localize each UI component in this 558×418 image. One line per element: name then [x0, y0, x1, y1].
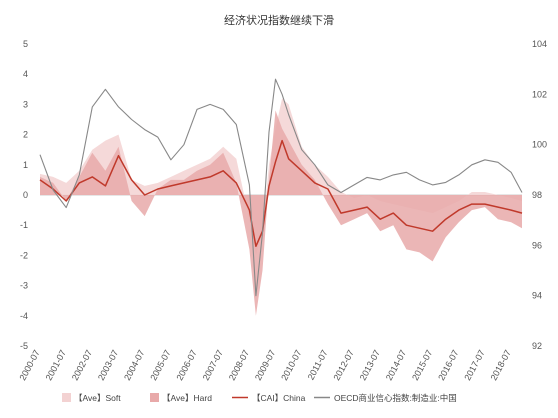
- x-tick-label: 2016-07: [436, 348, 460, 382]
- x-tick-label: 2009-07: [253, 348, 277, 382]
- y-left-tick-label: 4: [23, 69, 28, 79]
- x-tick-label: 2013-07: [358, 348, 382, 382]
- x-tick-label: 2014-07: [384, 348, 408, 382]
- y-left-tick-label: -1: [20, 220, 28, 230]
- x-tick-label: 2010-07: [279, 348, 303, 382]
- x-tick-label: 2003-07: [96, 348, 120, 382]
- y-right-tick-label: 96: [532, 240, 542, 250]
- y-axis-right: 104 102 100 98 96 94 92: [532, 39, 547, 351]
- series-line: [39, 78, 523, 297]
- chart-title: 经济状况指数继续下滑: [224, 13, 334, 27]
- y-left-tick-label: -5: [20, 341, 28, 351]
- x-tick-label: 2007-07: [201, 348, 225, 382]
- y-left-tick-label: 1: [23, 160, 28, 170]
- x-tick-label: 2000-07: [17, 348, 41, 382]
- legend-label: 【Ave】Hard: [162, 393, 212, 403]
- legend-swatch: [62, 393, 71, 402]
- x-axis: 2000-07 2001-07 2002-07 2003-07 2004-07 2005-…: [17, 348, 512, 382]
- legend-swatch: [150, 393, 159, 402]
- legend-label: 【CAI】China: [252, 393, 306, 403]
- x-tick-label: 2005-07: [148, 348, 172, 382]
- series-areas: [40, 98, 522, 316]
- y-right-tick-label: 104: [532, 39, 547, 49]
- x-tick-label: 2017-07: [462, 348, 486, 382]
- x-tick-label: 2004-07: [122, 348, 146, 382]
- x-tick-label: 2015-07: [410, 348, 434, 382]
- x-tick-label: 2008-07: [227, 348, 251, 382]
- y-left-tick-label: 3: [23, 99, 28, 109]
- y-right-tick-label: 100: [532, 140, 547, 150]
- y-right-tick-label: 92: [532, 341, 542, 351]
- y-left-tick-label: 2: [23, 130, 28, 140]
- series-line: [39, 139, 523, 248]
- y-left-tick-label: -3: [20, 281, 28, 291]
- x-tick-label: 2012-07: [331, 348, 355, 382]
- legend: 【Ave】Soft 【Ave】Hard 【CAI】China OECD商业信心指数:制…: [62, 393, 457, 403]
- x-tick-label: 2001-07: [44, 348, 68, 382]
- y-axis-left: 5 4 3 2 1 0 -1 -2 -3 -4 -5: [20, 39, 28, 351]
- x-tick-label: 2011-07: [306, 348, 330, 381]
- series-area: [40, 110, 522, 316]
- y-left-tick-label: -4: [20, 311, 28, 321]
- x-tick-label: 2018-07: [489, 348, 513, 382]
- y-right-tick-label: 94: [532, 291, 542, 301]
- series-lines: [39, 78, 523, 297]
- y-left-tick-label: 5: [23, 39, 28, 49]
- legend-label: OECD商业信心指数:制造业:中国: [334, 393, 457, 403]
- y-left-tick-label: -2: [20, 250, 28, 260]
- y-left-tick-label: 0: [23, 190, 28, 200]
- y-right-tick-label: 102: [532, 89, 547, 99]
- x-tick-label: 2002-07: [70, 348, 94, 382]
- legend-label: 【Ave】Soft: [74, 393, 121, 403]
- x-tick-label: 2006-07: [174, 348, 198, 382]
- y-right-tick-label: 98: [532, 190, 542, 200]
